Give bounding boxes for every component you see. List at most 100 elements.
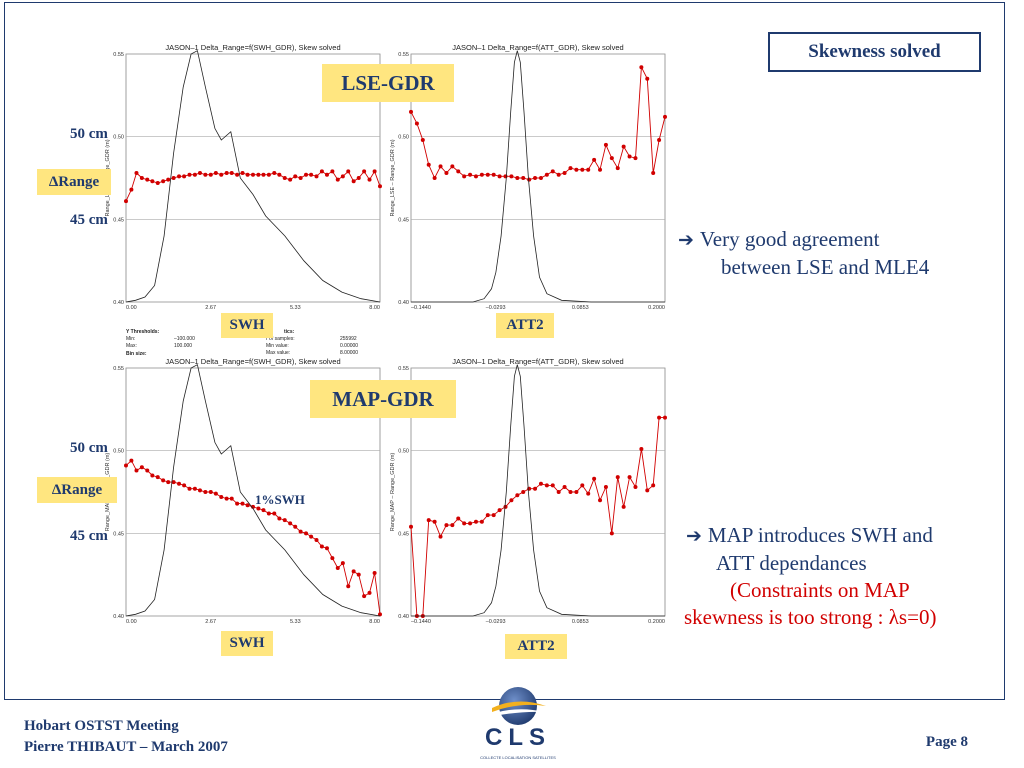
data-point [372,571,377,576]
y-tick-label: 0.55 [398,366,409,372]
data-point [574,490,579,494]
data-point [444,523,449,528]
data-point [621,504,626,509]
x-tick-label: –0.0293 [486,305,506,311]
data-point [134,468,139,473]
cm50-label-top: 50 cm [70,126,108,142]
data-point [145,177,150,182]
data-point [351,569,356,574]
arrow-right-icon: ➔ [686,525,702,547]
data-point [491,172,496,177]
data-point [538,481,543,486]
data-point [462,174,467,179]
data-point [562,171,567,176]
data-point [645,488,650,493]
x-tick-label: 0.2000 [648,305,665,311]
data-point [203,490,208,494]
data-point [293,174,298,179]
data-point [129,187,134,192]
stats-samples-label: r of samples: [266,336,295,342]
data-point [362,169,367,174]
x-tick-label: 0.0853 [572,305,589,311]
data-point [251,504,255,509]
stats-heading-thresholds: Y Thresholds: [126,329,160,335]
x-tick-label: 8.00 [369,305,380,311]
stats-minv-label: Min value: [266,343,289,349]
bullet2-line4: skewness is too strong : λs=0) [684,605,937,629]
data-point [598,498,603,503]
data-point [438,534,443,539]
chart-svg: JASON–1 Delta_Range=f(ATT_GDR), Skew sol… [390,43,667,311]
data-point [663,415,667,420]
data-point [432,176,437,180]
data-point [124,199,128,204]
data-point [346,169,351,174]
data-point [550,169,555,174]
y-tick-label: 0.45 [398,217,409,223]
x-tick-label: –0.0293 [486,619,506,625]
data-point [134,171,139,176]
data-point [256,506,261,511]
bullet2-line2: ATT dependances [716,551,867,575]
data-point [479,519,484,524]
data-point [485,172,490,177]
data-point [240,171,245,176]
data-point [314,174,319,179]
data-point [544,483,549,488]
lse-gdr-label: LSE-GDR [322,64,454,102]
data-point [319,169,324,174]
stats-min-label: Min: [126,336,136,342]
swh-label-top: SWH [221,313,273,338]
data-point [224,496,229,501]
data-point [235,501,240,506]
data-point [235,172,240,177]
data-point [515,493,520,498]
data-point [621,144,626,149]
data-point [367,177,372,182]
chart-lse-att: JASON–1 Delta_Range=f(ATT_GDR), Skew sol… [385,42,667,318]
data-point [324,546,329,551]
data-point [580,167,585,172]
data-point [592,476,597,481]
data-point [450,164,455,169]
data-point [414,121,419,126]
stats-maxv-label: Max value: [266,350,291,356]
data-point [645,76,650,81]
data-point [485,513,490,518]
bullet1-line1: Very good agreement [699,227,880,251]
data-point [657,137,662,142]
chart-title: JASON–1 Delta_Range=f(ATT_GDR), Skew sol… [452,357,623,366]
footer-line2: Pierre THIBAUT – March 2007 [24,739,228,755]
data-point [468,172,473,177]
att2-label-bottom: ATT2 [505,634,567,659]
logo-text: CLS [485,724,551,751]
data-point [586,167,591,172]
data-point [309,172,314,177]
data-point [166,177,171,182]
data-point [497,508,502,513]
data-point [420,137,425,142]
bullet2-line1: MAP introduces SWH and [707,523,933,547]
data-point [240,501,245,506]
y-tick-label: 0.45 [398,531,409,537]
x-tick-label: 8.00 [369,619,380,625]
data-point [150,179,155,184]
data-point [497,174,502,179]
data-point [166,480,171,485]
stats-maxv-value: 8.00000 [340,350,359,356]
data-point [663,114,667,119]
x-tick-label: –0.1440 [411,305,431,311]
data-point [335,177,340,182]
series-line-histogram [125,364,381,617]
data-point [627,475,632,480]
data-point [177,174,182,179]
y-tick-label: 0.45 [113,217,124,223]
data-point [527,177,532,182]
data-point [603,485,608,490]
data-point [192,486,197,491]
data-point [219,172,224,177]
data-point [639,65,644,70]
one-percent-swh-label: 1%SWH [255,492,305,507]
data-point [187,172,192,177]
delta-range-label-top: ΔRange [37,169,111,195]
